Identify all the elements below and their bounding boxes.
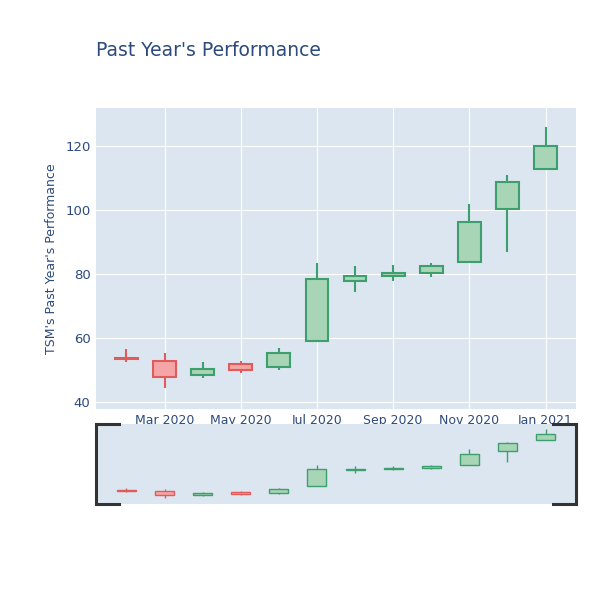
Bar [346,469,365,470]
Bar [536,434,555,440]
Bar [498,443,517,451]
Bar [153,361,176,377]
Bar [193,493,212,495]
Bar [115,358,138,359]
Bar [534,146,557,169]
Bar [420,266,443,272]
Bar [307,469,326,486]
Bar [191,368,214,375]
Text: Past Year's Performance: Past Year's Performance [96,41,321,60]
Bar [422,466,441,468]
Bar [458,221,481,262]
Bar [344,276,367,281]
Bar [460,454,479,465]
Bar [231,492,250,494]
Bar [229,364,252,370]
Bar [305,279,328,341]
Bar [269,489,289,493]
Bar [155,491,174,496]
Bar [268,353,290,367]
Bar [383,468,403,469]
Bar [382,272,404,276]
Bar [496,182,519,209]
Y-axis label: TSM's Past Year's Performance: TSM's Past Year's Performance [45,163,58,353]
